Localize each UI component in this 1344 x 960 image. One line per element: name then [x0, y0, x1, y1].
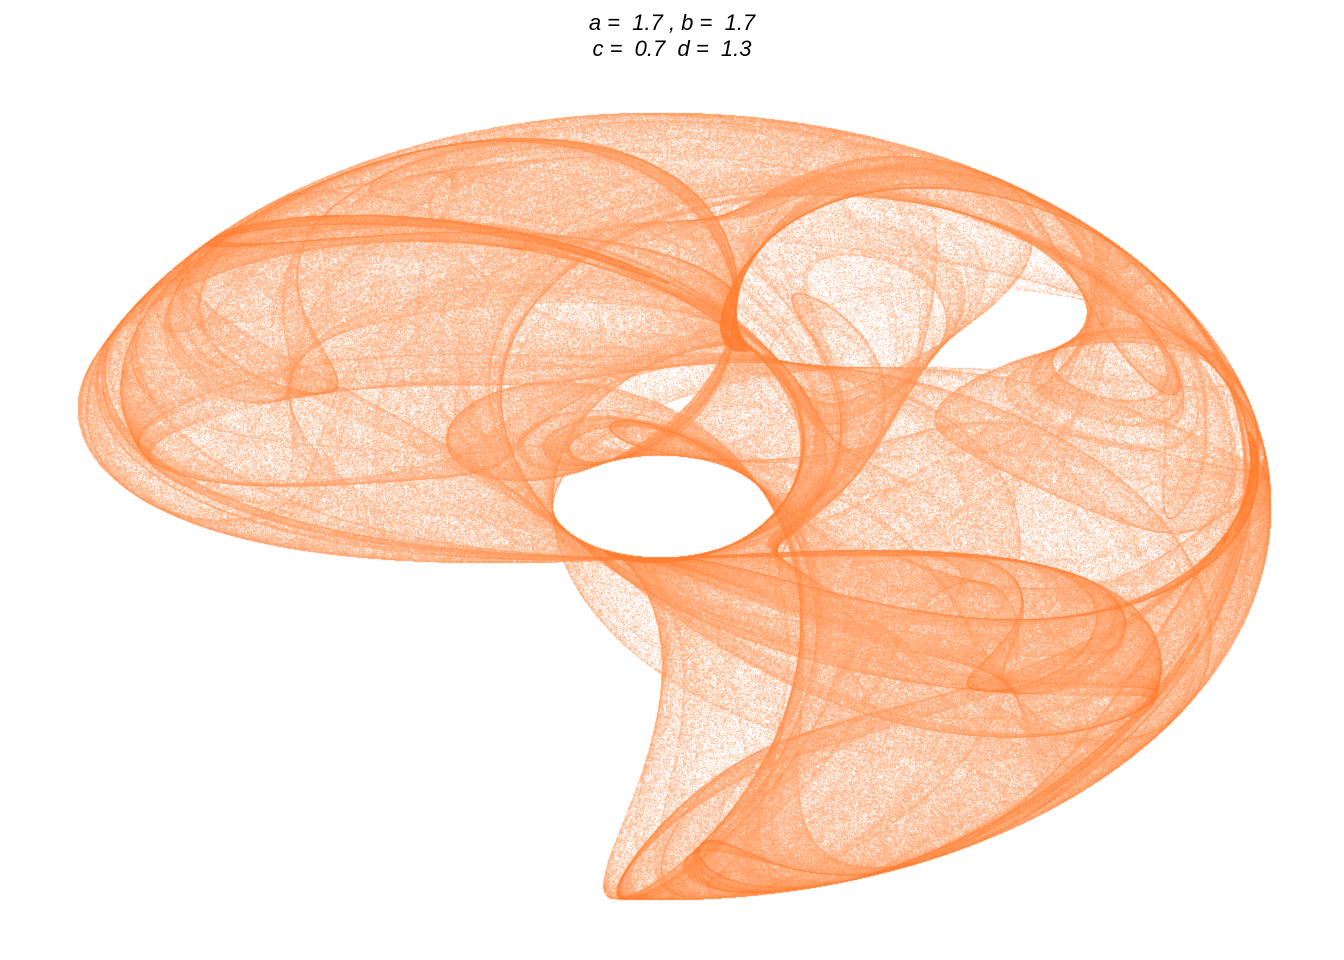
- chart-title-line-2: c = 0.7 d = 1.3: [592, 36, 752, 61]
- chart-title-line-1: a = 1.7 , b = 1.7: [588, 10, 756, 35]
- chart-title: a = 1.7 , b = 1.7 c = 0.7 d = 1.3: [0, 10, 1344, 62]
